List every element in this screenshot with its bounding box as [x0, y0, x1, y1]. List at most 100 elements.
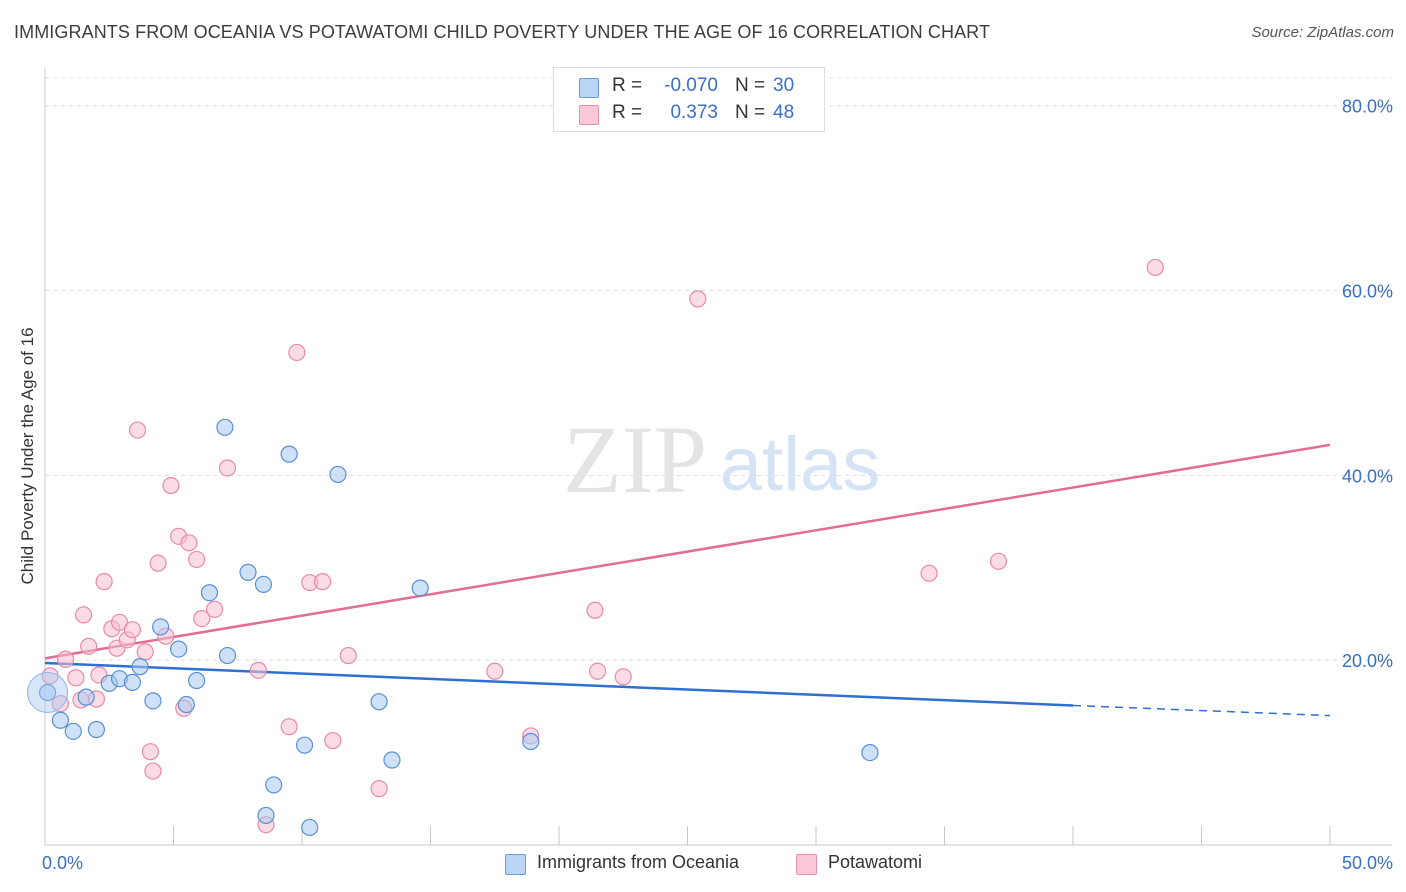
potawatomi-point — [188, 550, 206, 569]
legend-n-value: 30 — [773, 75, 795, 96]
potawatomi-point — [339, 646, 357, 665]
potawatomi-point — [313, 573, 332, 591]
x-tick-labels: 0.0% 50.0% — [42, 853, 1393, 873]
oceania-point — [218, 646, 237, 665]
series-label-potawatomi: Potawatomi — [828, 852, 923, 872]
oceania-point — [861, 743, 879, 762]
legend-r-label: R = — [612, 102, 643, 123]
oceania-trend-line — [44, 661, 1074, 707]
potawatomi-point — [218, 459, 237, 477]
oceania-point — [200, 584, 219, 602]
potawatomi-point — [110, 613, 129, 631]
potawatomi-point — [920, 564, 938, 582]
watermark-zip: ZIP — [563, 406, 707, 513]
potawatomi-point — [280, 718, 298, 736]
potawatomi-point — [288, 343, 306, 362]
potawatomi-point — [141, 743, 159, 761]
oceania-point — [38, 683, 57, 702]
oceania-point — [144, 692, 162, 710]
legend-swatch-oceania — [579, 78, 599, 98]
correlation-legend: R = -0.070 N = 30 R = 0.373 N = 48 — [553, 67, 825, 132]
oceania-point — [216, 418, 234, 436]
oceania-point — [301, 818, 319, 837]
data-points — [27, 258, 1164, 837]
potawatomi-point — [1146, 258, 1164, 277]
oceania-point — [265, 776, 283, 794]
oceania-point — [383, 751, 401, 769]
oceania-point — [522, 732, 540, 751]
legend-r-label: R = — [612, 75, 643, 96]
oceania-point — [51, 711, 70, 729]
legend-swatch-potawatomi — [579, 105, 599, 125]
oceania-trend-extension — [1072, 704, 1331, 717]
potawatomi-point — [249, 661, 267, 679]
potawatomi-point — [588, 662, 607, 680]
oceania-point — [254, 575, 273, 594]
watermark: ZIP atlas — [563, 406, 880, 513]
source-credit: Source: ZipAtlas.com — [1251, 24, 1394, 41]
oceania-point — [188, 671, 206, 690]
potawatomi-point — [51, 695, 70, 713]
potawatomi-point — [136, 643, 154, 661]
potawatomi-point — [80, 637, 98, 655]
oceania-point — [123, 673, 141, 691]
oceania-point — [295, 736, 314, 754]
y-tick-label: 40.0% — [1342, 466, 1393, 486]
oceania-point — [87, 720, 106, 739]
legend-n-label: N = — [735, 102, 766, 123]
axes — [44, 68, 1392, 846]
y-tick-label: 20.0% — [1342, 651, 1393, 671]
potawatomi-point — [486, 662, 504, 680]
oceania-point — [257, 806, 275, 825]
legend-r-value: 0.373 — [670, 102, 718, 123]
trend-lines — [44, 443, 1331, 717]
oceania-point — [177, 695, 195, 714]
potawatomi-trend-line — [44, 443, 1331, 660]
oceania-point — [152, 618, 170, 636]
potawatomi-point — [149, 554, 167, 572]
legend-n-label: N = — [735, 75, 766, 96]
potawatomi-point — [324, 731, 342, 750]
potawatomi-point — [95, 573, 113, 591]
potawatomi-point — [123, 621, 141, 639]
potawatomi-point — [74, 606, 93, 624]
oceania-point — [77, 688, 95, 706]
potawatomi-point — [193, 609, 211, 628]
oceania-point — [131, 658, 149, 676]
series-legend: Immigrants from Oceania Potawatomi — [0, 852, 1406, 878]
potawatomi-point — [162, 476, 180, 495]
y-axis-title: Child Poverty Under the Age of 16 — [18, 327, 37, 585]
potawatomi-point — [56, 650, 75, 668]
watermark-atlas: atlas — [720, 422, 881, 507]
potawatomi-point — [180, 534, 198, 552]
oceania-point — [370, 693, 388, 711]
potawatomi-point — [689, 290, 707, 308]
oceania-point — [239, 563, 257, 581]
potawatomi-point — [989, 552, 1008, 570]
series-label-oceania: Immigrants from Oceania — [537, 852, 740, 872]
y-tick-label: 80.0% — [1342, 97, 1393, 117]
potawatomi-point — [206, 600, 224, 618]
y-tick-labels: 20.0% 40.0% 60.0% 80.0% — [1342, 97, 1393, 671]
legend-r-value: -0.070 — [664, 75, 718, 96]
y-tick-label: 60.0% — [1342, 282, 1393, 302]
chart-title: IMMIGRANTS FROM OCEANIA VS POTAWATOMI CH… — [14, 22, 991, 42]
oceania-cluster-point — [27, 672, 69, 714]
oceania-point — [64, 722, 82, 740]
potawatomi-point — [586, 601, 604, 619]
x-tick-label: 50.0% — [1342, 853, 1393, 873]
oceania-point — [170, 640, 188, 658]
potawatomi-point — [614, 668, 632, 686]
legend-n-value: 48 — [773, 102, 795, 123]
oceania-point — [411, 579, 429, 597]
potawatomi-point — [67, 669, 85, 687]
oceania-point — [329, 465, 347, 484]
x-tick-label: 0.0% — [42, 853, 83, 873]
potawatomi-point — [144, 762, 162, 780]
series-swatch-oceania — [505, 854, 526, 875]
oceania-point — [280, 445, 298, 463]
potawatomi-point — [128, 421, 147, 439]
series-swatch-potawatomi — [796, 854, 817, 875]
potawatomi-point — [370, 780, 388, 798]
